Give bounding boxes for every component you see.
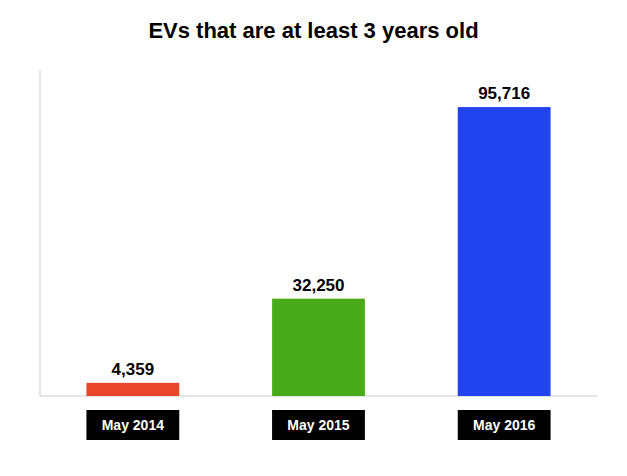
data-label: 32,250 [293,276,345,295]
x-tick-label: May 2015 [287,417,349,433]
x-tick-label: May 2014 [102,417,164,433]
chart-title: EVs that are at least 3 years old [148,18,478,43]
chart-svg: EVs that are at least 3 years old 4,359 32… [0,0,627,476]
y-axis-line [40,70,41,396]
data-label: 4,359 [112,360,155,379]
bar [86,383,179,396]
category-box [272,410,365,440]
data-label: 95,716 [478,84,530,103]
bars [86,107,550,396]
chart-container: EVs that are at least 3 years old 4,359 32… [0,0,627,476]
bar [272,299,365,396]
category-box [458,410,551,440]
bar [458,107,551,396]
x-tick-label: May 2016 [473,417,535,433]
category-box [86,410,179,440]
